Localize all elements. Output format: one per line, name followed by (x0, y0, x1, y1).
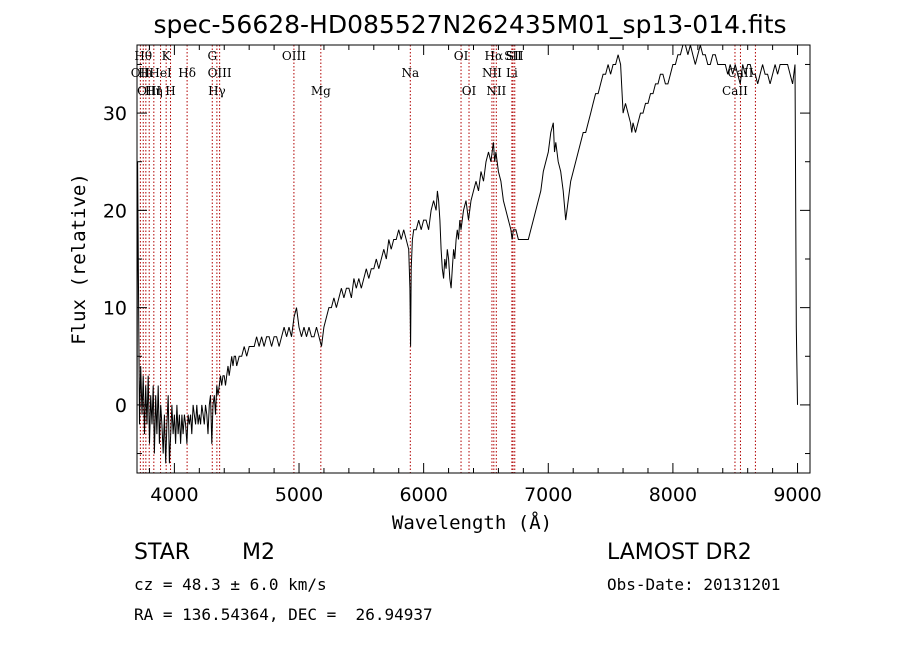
line-marker-label: OI (454, 49, 469, 63)
x-tick-label: 4000 (150, 484, 198, 506)
x-tick-label: 5000 (275, 484, 323, 506)
redshift-cz: cz = 48.3 ± 6.0 km/s (134, 575, 327, 594)
line-marker-label: Hα (485, 49, 504, 63)
line-marker-label: SII (504, 49, 522, 63)
line-marker-label: K (162, 49, 172, 63)
line-marker-label: OI (462, 84, 477, 98)
y-tick-label: 0 (115, 395, 127, 417)
line-marker-label: OIII (208, 66, 232, 80)
y-axis-ticks: 0 10 20 30 (103, 63, 810, 455)
survey-name: LAMOST DR2 (607, 540, 752, 565)
line-marker-label: Na (401, 66, 419, 80)
y-tick-label: 10 (103, 298, 127, 320)
y-axis-label: Flux (relative) (68, 173, 90, 345)
line-marker-label: G (207, 49, 217, 63)
ra-dec: RA = 136.54364, DEC = 26.94937 (134, 605, 433, 624)
x-tick-label: 8000 (649, 484, 697, 506)
line-marker-label: SII (506, 49, 524, 63)
object-class: STAR (134, 540, 191, 565)
line-marker-label: OII (131, 66, 151, 80)
line-marker-label: CaII (722, 84, 748, 98)
line-marker-label: NII (482, 66, 502, 80)
x-axis-ticks: 4000 5000 6000 7000 8000 9000 (148, 45, 822, 506)
plot-frame (136, 44, 811, 474)
x-tick-label: 7000 (524, 484, 572, 506)
x-axis-label: Wavelength (Å) (392, 511, 552, 534)
line-marker-label: Hι (138, 66, 153, 80)
line-marker-label: OIII (282, 49, 306, 63)
line-marker-label: Hθ (134, 49, 152, 63)
line-marker-label: Li (506, 66, 518, 80)
y-tick-label: 30 (103, 103, 127, 125)
emission-line-labels: OIIHθHιOIIIHηHeIKHHδGHγOIIIOIIIMgNaOIOIN… (131, 49, 754, 98)
line-marker-label: H (165, 84, 175, 98)
spectrum-line (136, 44, 798, 464)
line-marker-label: Mg (311, 84, 331, 98)
x-tick-label: 9000 (773, 484, 821, 506)
line-marker-label: NII (486, 84, 506, 98)
emission-line-markers (139, 45, 756, 473)
line-marker-label: Hγ (208, 84, 226, 98)
x-tick-label: 6000 (399, 484, 447, 506)
chart-title: spec-56628-HD085527N262435M01_sp13-014.f… (153, 10, 786, 39)
line-marker-label: Hη (145, 84, 163, 98)
line-marker-label: HeI (149, 66, 172, 80)
line-marker-label: Hδ (178, 66, 196, 80)
observation-date: Obs-Date: 20131201 (607, 575, 781, 594)
object-subclass: M2 (242, 540, 275, 565)
y-tick-label: 20 (103, 200, 127, 222)
line-marker-label: OIII (137, 84, 161, 98)
